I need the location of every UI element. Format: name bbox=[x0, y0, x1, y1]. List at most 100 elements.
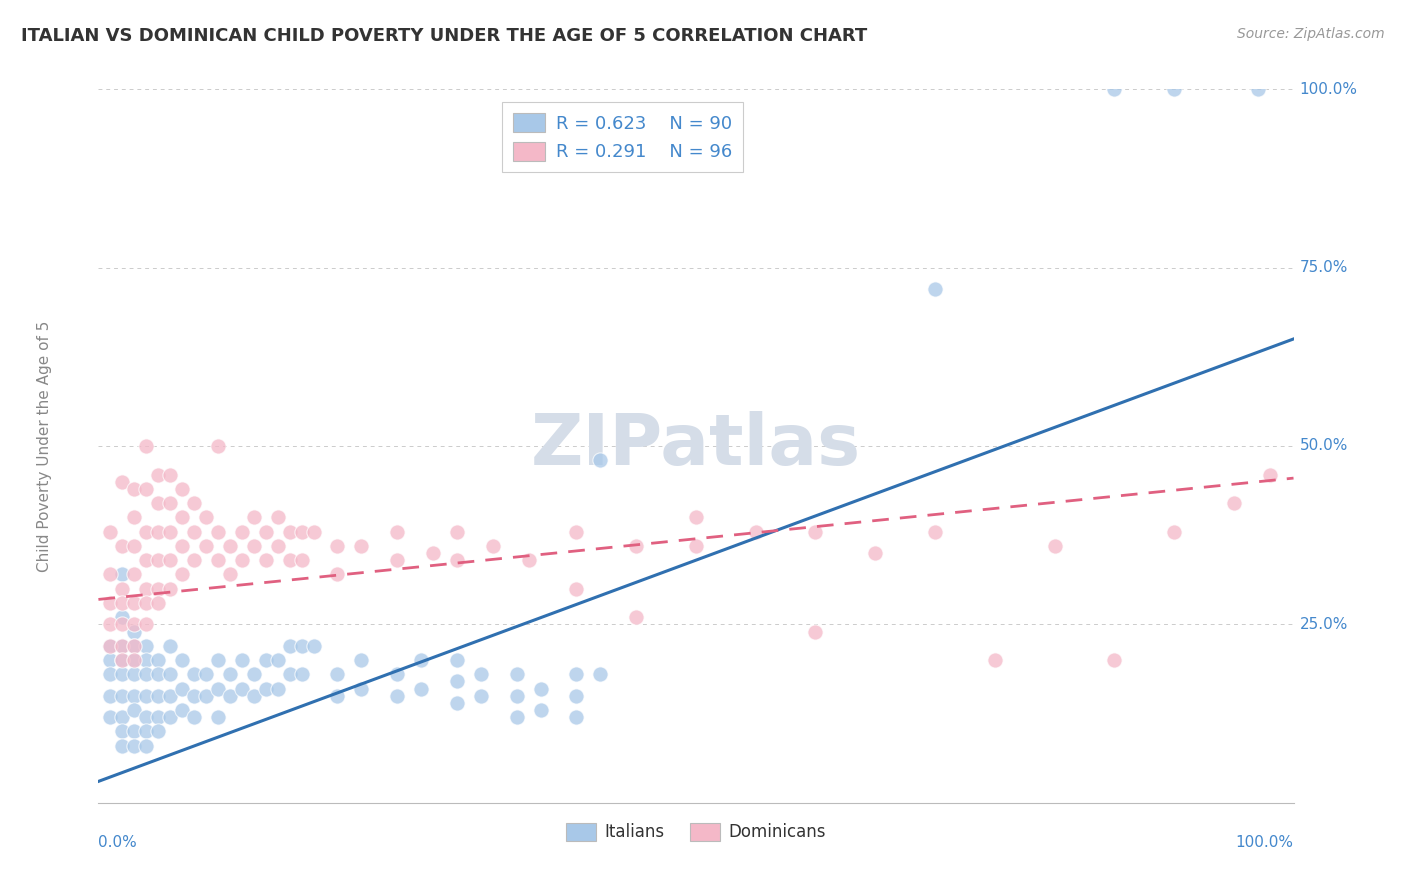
Point bbox=[254, 681, 277, 696]
Point bbox=[278, 524, 301, 539]
Point bbox=[243, 689, 266, 703]
Point bbox=[291, 667, 314, 681]
Point bbox=[111, 596, 134, 610]
Point bbox=[530, 681, 553, 696]
Point bbox=[446, 553, 468, 567]
Point bbox=[172, 539, 194, 553]
Point bbox=[278, 553, 301, 567]
Point bbox=[148, 582, 170, 596]
Point bbox=[124, 539, 146, 553]
Text: 0.0%: 0.0% bbox=[98, 835, 138, 850]
Point bbox=[326, 539, 349, 553]
Point bbox=[98, 689, 122, 703]
Point bbox=[111, 689, 134, 703]
Point bbox=[135, 710, 157, 724]
Point bbox=[183, 553, 205, 567]
Point bbox=[111, 639, 134, 653]
Point bbox=[446, 674, 468, 689]
Point bbox=[565, 582, 588, 596]
Point bbox=[135, 524, 157, 539]
Point bbox=[626, 539, 648, 553]
Point bbox=[422, 546, 444, 560]
Point bbox=[243, 667, 266, 681]
Point bbox=[411, 653, 433, 667]
Point bbox=[98, 653, 122, 667]
Text: ITALIAN VS DOMINICAN CHILD POVERTY UNDER THE AGE OF 5 CORRELATION CHART: ITALIAN VS DOMINICAN CHILD POVERTY UNDER… bbox=[21, 27, 868, 45]
Point bbox=[385, 524, 409, 539]
Point bbox=[148, 724, 170, 739]
Point bbox=[98, 596, 122, 610]
Point bbox=[159, 524, 181, 539]
Point bbox=[326, 567, 349, 582]
Point bbox=[135, 639, 157, 653]
Point bbox=[506, 667, 529, 681]
Point bbox=[135, 739, 157, 753]
Point bbox=[183, 689, 205, 703]
Point bbox=[865, 546, 887, 560]
Point bbox=[111, 539, 134, 553]
Point bbox=[1163, 82, 1185, 96]
Point bbox=[207, 524, 229, 539]
Point bbox=[745, 524, 768, 539]
Point bbox=[111, 582, 134, 596]
Point bbox=[470, 667, 492, 681]
Point bbox=[350, 681, 373, 696]
Point bbox=[446, 524, 468, 539]
Point bbox=[183, 710, 205, 724]
Point bbox=[278, 639, 301, 653]
Point bbox=[111, 653, 134, 667]
Point bbox=[135, 689, 157, 703]
Point bbox=[135, 653, 157, 667]
Text: Source: ZipAtlas.com: Source: ZipAtlas.com bbox=[1237, 27, 1385, 41]
Point bbox=[172, 703, 194, 717]
Point bbox=[589, 667, 612, 681]
Point bbox=[517, 553, 540, 567]
Point bbox=[159, 496, 181, 510]
Point bbox=[231, 553, 253, 567]
Point bbox=[124, 482, 146, 496]
Point bbox=[98, 567, 122, 582]
Point bbox=[111, 610, 134, 624]
Point bbox=[124, 567, 146, 582]
Text: 75.0%: 75.0% bbox=[1299, 260, 1348, 275]
Point bbox=[124, 639, 146, 653]
Point bbox=[148, 524, 170, 539]
Point bbox=[506, 710, 529, 724]
Point bbox=[111, 710, 134, 724]
Point bbox=[135, 482, 157, 496]
Text: ZIPatlas: ZIPatlas bbox=[531, 411, 860, 481]
Point bbox=[231, 681, 253, 696]
Point bbox=[291, 553, 314, 567]
Point bbox=[470, 689, 492, 703]
Point bbox=[124, 510, 146, 524]
Point bbox=[124, 596, 146, 610]
Point bbox=[924, 524, 946, 539]
Point bbox=[124, 739, 146, 753]
Point bbox=[124, 639, 146, 653]
Point bbox=[135, 582, 157, 596]
Point bbox=[350, 653, 373, 667]
Point bbox=[411, 681, 433, 696]
Point bbox=[243, 539, 266, 553]
Point bbox=[254, 524, 277, 539]
Text: 25.0%: 25.0% bbox=[1299, 617, 1348, 632]
Text: 50.0%: 50.0% bbox=[1299, 439, 1348, 453]
Point bbox=[195, 510, 218, 524]
Point bbox=[1043, 539, 1066, 553]
Point bbox=[254, 553, 277, 567]
Point bbox=[350, 539, 373, 553]
Point bbox=[267, 653, 290, 667]
Point bbox=[111, 639, 134, 653]
Point bbox=[1258, 467, 1281, 482]
Point bbox=[1163, 524, 1185, 539]
Point bbox=[207, 553, 229, 567]
Point bbox=[111, 653, 134, 667]
Point bbox=[135, 617, 157, 632]
Point bbox=[124, 617, 146, 632]
Point bbox=[124, 724, 146, 739]
Point bbox=[148, 653, 170, 667]
Point bbox=[98, 667, 122, 681]
Point bbox=[98, 639, 122, 653]
Point bbox=[685, 539, 707, 553]
Point bbox=[148, 496, 170, 510]
